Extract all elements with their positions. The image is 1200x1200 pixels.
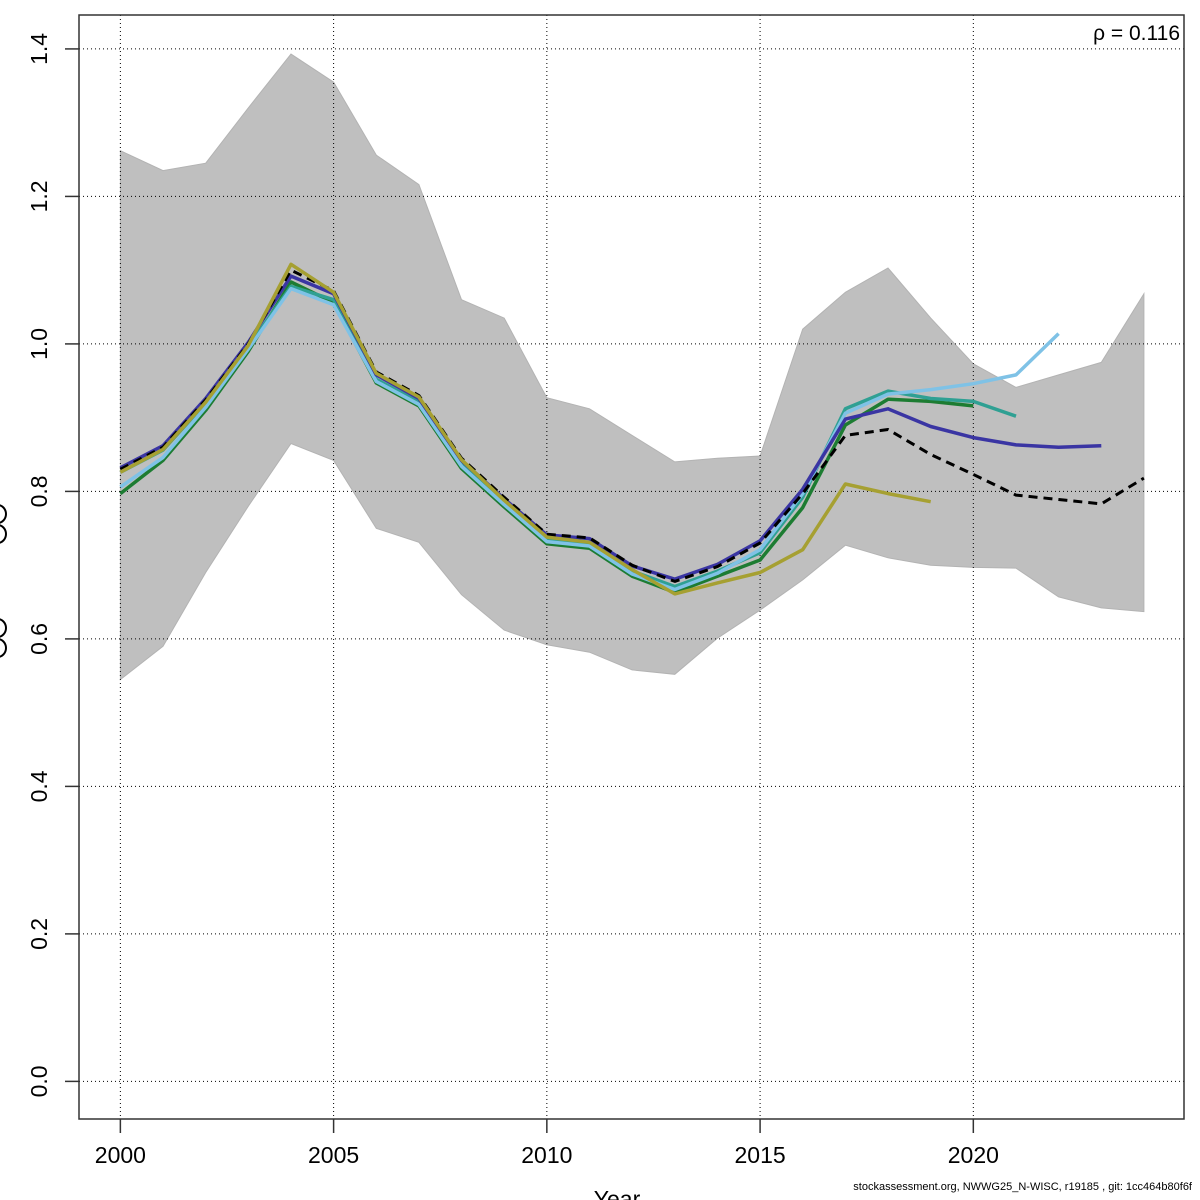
- y-tick-label-0.0: 0.0: [26, 1065, 52, 1097]
- y-tick-label-0.6: 0.6: [26, 623, 52, 655]
- x-tick-label-2000: 2000: [95, 1142, 146, 1168]
- y-axis-title-glyph-fragment: [0, 524, 7, 544]
- plot-border: [78, 14, 1185, 1120]
- series-base-run-2024-black-dashed: [119, 268, 1145, 583]
- y-tick-label-0.8: 0.8: [26, 475, 52, 507]
- y-tick-label-1.0: 1.0: [26, 328, 52, 360]
- x-tick-label-2005: 2005: [308, 1142, 359, 1168]
- y-tick-label-0.4: 0.4: [26, 770, 52, 802]
- y-axis-title-glyph-fragment: [0, 504, 7, 524]
- y-axis-title-glyph-fragment: [0, 638, 7, 658]
- footer-attribution: stockassessment.org, NWWG25_N-WISC, r191…: [853, 1181, 1192, 1193]
- series-peel-ending-2019-olive: [119, 262, 932, 596]
- series-peel-ending-2022-lightblue: [119, 286, 1060, 592]
- mohns-rho-annotation: ρ = 0.116: [1093, 22, 1180, 45]
- confidence-band: [119, 53, 1145, 681]
- x-tick-label-2020: 2020: [948, 1142, 999, 1168]
- y-tick-label-1.2: 1.2: [26, 180, 52, 212]
- y-tick-label-0.2: 0.2: [26, 918, 52, 950]
- x-tick-label-2015: 2015: [734, 1142, 785, 1168]
- x-tick-label-2010: 2010: [521, 1142, 572, 1168]
- y-axis-title-glyph-fragment: [0, 618, 7, 638]
- y-axis-title-clipped-fragment: [0, 0, 12, 1200]
- x-axis-title: Year: [593, 1186, 641, 1200]
- y-tick-label-1.4: 1.4: [26, 33, 52, 65]
